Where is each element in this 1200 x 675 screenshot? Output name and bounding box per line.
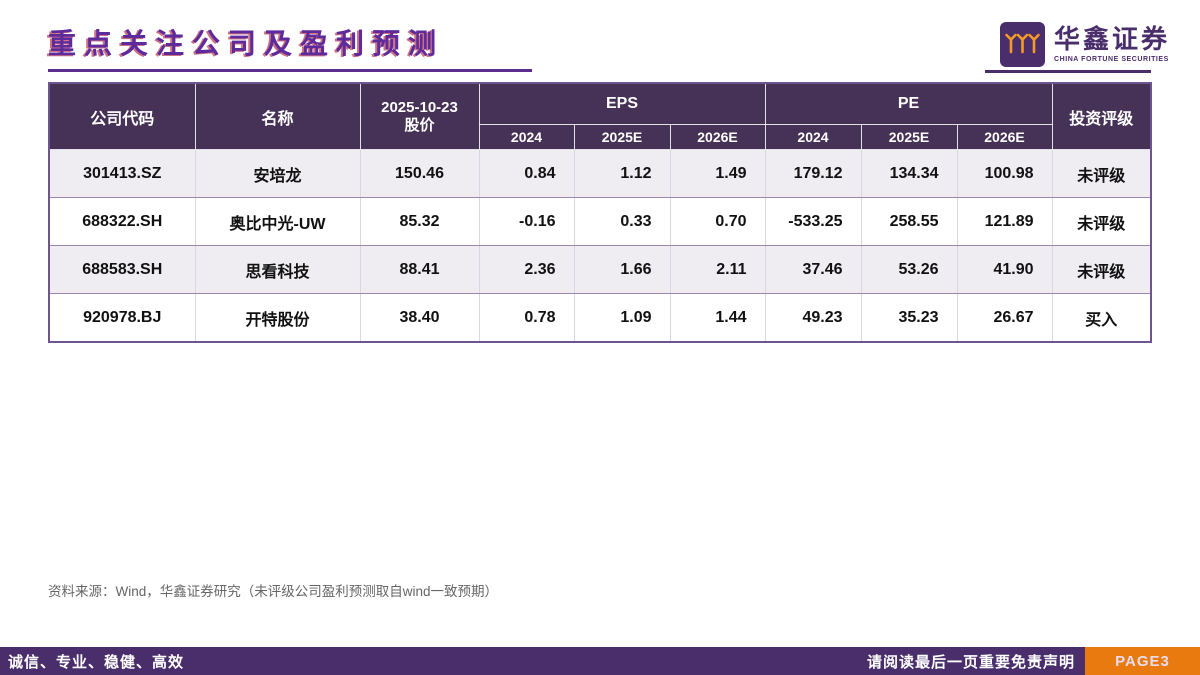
eps-2024-cell: 0.84: [478, 149, 575, 198]
pe-2026e-cell: 26.67: [956, 293, 1053, 343]
footer-bar: 诚信、专业、稳健、高效 请阅读最后一页重要免责声明 PAGE3: [0, 647, 1200, 675]
header-eps-2026e: 2026E: [669, 124, 766, 150]
pe-2026e-cell: 121.89: [956, 197, 1053, 246]
header-eps-2024: 2024: [478, 124, 575, 150]
rating-cell: 未评级: [1051, 245, 1152, 294]
pe-2024-cell: 49.23: [764, 293, 862, 343]
pe-2025e-cell: 134.34: [860, 149, 958, 198]
company-name-cell: 奥比中光-UW: [194, 197, 361, 246]
pe-2024-cell: 37.46: [764, 245, 862, 294]
stock-price-cell: 38.40: [359, 293, 480, 343]
logo-text: 华鑫证券 CHINA FORTUNE SECURITIES: [1054, 24, 1171, 63]
eps-2026e-cell: 0.70: [669, 197, 766, 246]
pe-2024-cell: 179.12: [764, 149, 862, 198]
eps-2025e-cell: 1.66: [573, 245, 671, 294]
header-eps-2025e: 2025E: [573, 124, 671, 150]
eps-2024-cell: 2.36: [478, 245, 575, 294]
logo-figures-icon: [1000, 22, 1045, 67]
title-underline: [48, 69, 532, 72]
pe-2025e-cell: 35.23: [860, 293, 958, 343]
company-code-cell: 301413.SZ: [48, 149, 196, 198]
header-pe-group: PE: [764, 82, 1053, 125]
table-row: 688322.SH 奥比中光-UW 85.32 -0.16 0.33 0.70 …: [48, 197, 1152, 246]
header-price-date: 2025-10-23: [381, 98, 458, 116]
header-pe-2024: 2024: [764, 124, 862, 150]
pe-2025e-cell: 53.26: [860, 245, 958, 294]
company-name-cell: 思看科技: [194, 245, 361, 294]
rating-cell: 未评级: [1051, 149, 1152, 198]
eps-2024-cell: -0.16: [478, 197, 575, 246]
eps-2026e-cell: 1.44: [669, 293, 766, 343]
pe-2026e-cell: 100.98: [956, 149, 1053, 198]
footer-disclaimer: 请阅读最后一页重要免责声明: [866, 653, 1075, 671]
pe-2026e-cell: 41.90: [956, 245, 1053, 294]
company-logo: 华鑫证券 CHINA FORTUNE SECURITIES: [1000, 22, 1170, 67]
eps-2024-cell: 0.78: [478, 293, 575, 343]
company-code-cell: 920978.BJ: [48, 293, 196, 343]
eps-2026e-cell: 1.49: [669, 149, 766, 198]
table-row: 301413.SZ 安培龙 150.46 0.84 1.12 1.49 179.…: [48, 149, 1152, 198]
stock-price-cell: 150.46: [359, 149, 480, 198]
company-code-cell: 688583.SH: [48, 245, 196, 294]
pe-2024-cell: -533.25: [764, 197, 862, 246]
header-pe-2025e: 2025E: [860, 124, 958, 150]
stock-price-cell: 85.32: [359, 197, 480, 246]
table-body: 301413.SZ 安培龙 150.46 0.84 1.12 1.49 179.…: [48, 149, 1152, 343]
header-price: 2025-10-23 股价: [359, 82, 480, 150]
logo-company-subtitle: CHINA FORTUNE SECURITIES: [1054, 55, 1169, 63]
rating-cell: 未评级: [1051, 197, 1152, 246]
eps-2025e-cell: 1.09: [573, 293, 671, 343]
stock-price-cell: 88.41: [359, 245, 480, 294]
header-price-label: 股价: [404, 116, 435, 134]
header-company-code: 公司代码: [48, 82, 196, 150]
header-rating: 投资评级: [1051, 82, 1152, 150]
eps-2026e-cell: 2.11: [669, 245, 766, 294]
source-note: 资料来源：Wind，华鑫证券研究（未评级公司盈利预测取自wind一致预期）: [48, 584, 499, 599]
title-block: 重点关注公司及盈利预测: [48, 22, 532, 72]
rating-cell: 买入: [1051, 293, 1152, 343]
page-title: 重点关注公司及盈利预测: [48, 28, 445, 59]
company-code-cell: 688322.SH: [48, 197, 196, 246]
page-number-badge: PAGE3: [1085, 647, 1200, 675]
table-row: 688583.SH 思看科技 88.41 2.36 1.66 2.11 37.4…: [48, 245, 1152, 294]
header-eps-group: EPS: [478, 82, 766, 125]
forecast-table: 公司代码 名称 2025-10-23 股价 EPS PE 投资评级 2024 2…: [48, 82, 1152, 343]
header-company-name: 名称: [194, 82, 361, 150]
footer-slogan: 诚信、专业、稳健、高效: [8, 653, 185, 671]
header-pe-2026e: 2026E: [956, 124, 1053, 150]
logo-underline: [985, 70, 1151, 73]
company-name-cell: 安培龙: [194, 149, 361, 198]
company-name-cell: 开特股份: [194, 293, 361, 343]
logo-company-name: 华鑫证券: [1054, 24, 1171, 55]
eps-2025e-cell: 0.33: [573, 197, 671, 246]
pe-2025e-cell: 258.55: [860, 197, 958, 246]
eps-2025e-cell: 1.12: [573, 149, 671, 198]
table-row: 920978.BJ 开特股份 38.40 0.78 1.09 1.44 49.2…: [48, 293, 1152, 343]
